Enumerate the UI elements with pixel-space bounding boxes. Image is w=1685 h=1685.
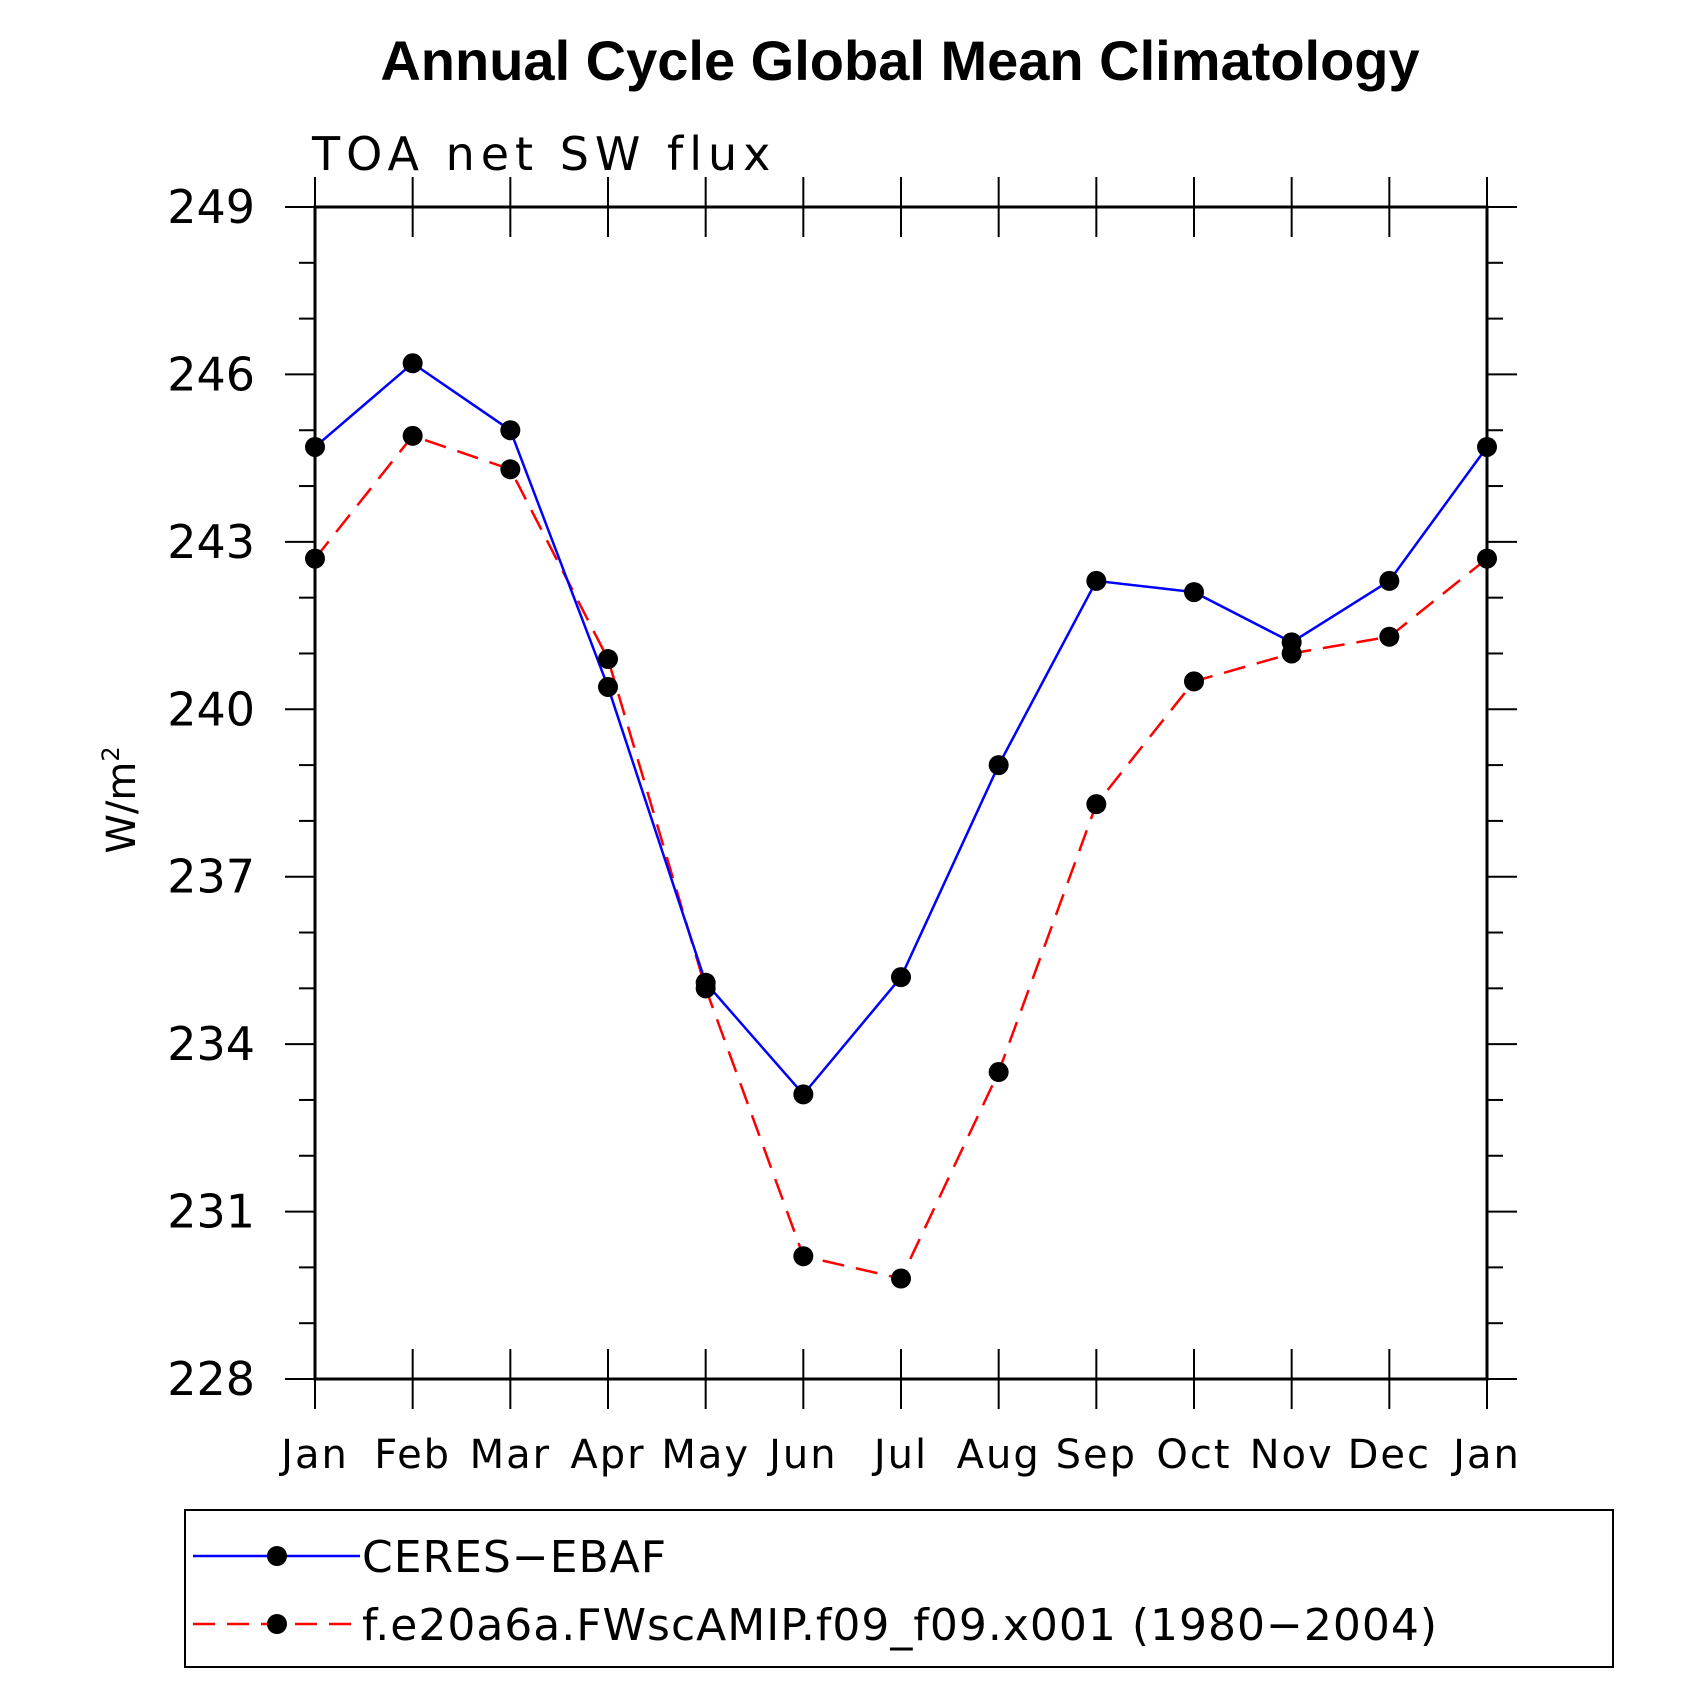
data-point-series-1 (1379, 570, 1400, 591)
data-point-series-1 (1086, 570, 1107, 591)
legend-box (184, 1509, 1614, 1668)
chart-subtitle: TOA net SW flux (311, 127, 776, 181)
x-tick-label: Feb (374, 1432, 451, 1478)
y-tick-label: 249 (167, 180, 255, 234)
legend-entries: CERES−EBAF f.e20a6a.FWscAMIP.f09_f09.x001… (193, 1532, 1438, 1651)
x-tick-label: Sep (1056, 1432, 1137, 1478)
data-point-series-2 (1086, 794, 1107, 815)
y-tick-label: 228 (167, 1352, 255, 1406)
data-point-series-1 (1477, 436, 1497, 457)
data-point-series-2 (793, 1246, 814, 1267)
plot-frame (313, 205, 1489, 1381)
data-point-series-1 (793, 1084, 814, 1105)
series-layer (305, 353, 1497, 1289)
x-tick-label: Dec (1348, 1432, 1431, 1478)
y-tick-label: 240 (167, 682, 255, 736)
data-point-series-1 (988, 755, 1009, 776)
legend-marker-1 (267, 1546, 287, 1566)
data-point-series-1 (500, 420, 521, 441)
legend-label-2: f.e20a6a.FWscAMIP.f09_f09.x001 (1980−200… (362, 1600, 1438, 1651)
data-point-series-2 (1477, 548, 1497, 569)
y-axis-label-base: W/m (99, 762, 145, 854)
data-point-series-1 (305, 436, 325, 457)
svg-text:W/m2: W/m2 (97, 746, 145, 853)
data-point-series-1 (402, 353, 423, 374)
data-point-series-2 (1184, 671, 1204, 692)
x-tick-label: Jun (766, 1432, 838, 1478)
axes: 228 231 234 237 240 243 246 249 Jan Feb Mar Apr May J… (167, 177, 1521, 1478)
data-point-series-2 (1379, 626, 1400, 647)
data-point-series-2 (988, 1062, 1009, 1083)
data-point-series-2 (598, 649, 618, 670)
data-point-series-2 (402, 425, 423, 446)
legend-marker-2 (267, 1614, 287, 1634)
x-tick-label: Jan (1450, 1432, 1521, 1478)
legend: CERES−EBAF f.e20a6a.FWscAMIP.f09_f09.x001… (184, 1509, 1614, 1668)
x-tick-label: Jul (871, 1432, 928, 1478)
y-axis-label: W/m2 (97, 746, 145, 853)
x-tick-label: Jan (278, 1432, 349, 1478)
y-axis-label-sup: 2 (97, 746, 125, 761)
data-point-series-1 (598, 676, 618, 697)
y-tick-label: 246 (167, 347, 255, 401)
y-tick-label: 234 (167, 1017, 255, 1071)
data-point-series-1 (891, 967, 911, 988)
x-tick-label: May (661, 1432, 750, 1478)
x-tick-label: Oct (1156, 1432, 1231, 1478)
data-point-series-1 (1281, 632, 1302, 653)
chart-title: Annual Cycle Global Mean Climatology (380, 29, 1419, 92)
y-tick-label: 231 (167, 1185, 255, 1239)
series-line-2 (314, 434, 1488, 1280)
data-point-series-2 (500, 459, 521, 480)
data-point-series-2 (891, 1268, 911, 1289)
x-tick-label: Apr (570, 1432, 645, 1478)
y-tick-label: 237 (167, 850, 255, 904)
data-point-series-2 (305, 548, 325, 569)
y-tick-label: 243 (167, 515, 255, 569)
data-point-series-1 (695, 972, 716, 993)
x-tick-label: Nov (1250, 1432, 1334, 1478)
data-point-series-1 (1184, 582, 1204, 603)
legend-label-1: CERES−EBAF (362, 1532, 667, 1583)
x-tick-label: Mar (470, 1432, 551, 1478)
x-tick-label: Aug (957, 1432, 1041, 1478)
